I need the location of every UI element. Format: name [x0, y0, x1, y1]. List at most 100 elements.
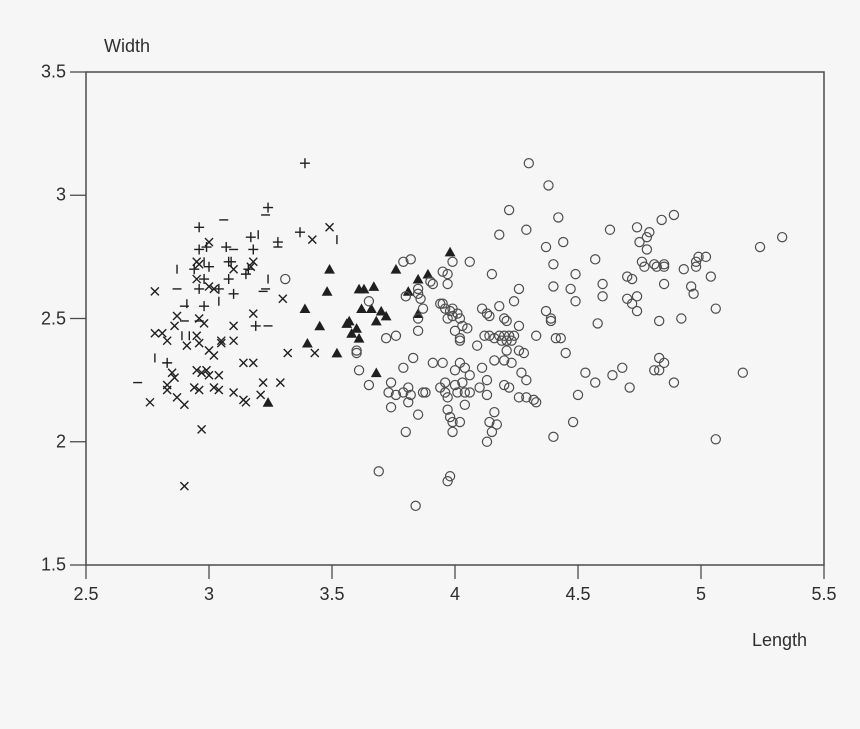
data-point-plus [272, 237, 283, 248]
data-point-circle-open [668, 209, 680, 221]
data-point-circle-open [452, 387, 463, 398]
data-point-circle-open [528, 394, 539, 406]
data-point-plus [189, 264, 200, 275]
data-point-circle-open [454, 416, 466, 428]
data-point-circle-open [459, 399, 471, 410]
data-point-circle-open [530, 330, 542, 341]
series-class-cross [145, 222, 335, 491]
data-point-cross [248, 257, 258, 267]
data-point-triangle-filled [380, 310, 392, 321]
x-axis-ticks [85, 565, 825, 579]
data-point-cross [170, 321, 180, 331]
data-point-cross [194, 338, 204, 348]
data-point-cross [150, 286, 160, 296]
data-point-circle-open [442, 278, 453, 290]
data-point-circle-open [479, 330, 490, 341]
data-point-circle-open [530, 397, 542, 408]
data-point-circle-open [499, 313, 510, 324]
data-point-circle-open [405, 389, 416, 401]
data-point-circle-open [685, 281, 697, 292]
data-point-triangle-filled [356, 303, 367, 314]
data-point-circle-open [506, 357, 517, 369]
data-point-circle-open [363, 379, 375, 391]
data-point-circle-open [705, 271, 717, 282]
data-point-cross [256, 390, 266, 400]
data-point-triangle-filled [444, 246, 456, 257]
data-point-circle-open [439, 387, 451, 398]
data-point-circle-open [548, 431, 559, 443]
data-point-cross [162, 336, 172, 346]
data-point-circle-open [439, 377, 451, 388]
data-point-circle-open [417, 387, 429, 398]
data-point-triangle-filled [351, 323, 362, 333]
data-point-circle-open [484, 310, 495, 322]
data-point-circle-open [501, 335, 512, 346]
data-point-triangle-filled [353, 333, 365, 343]
data-point-triangle-filled [422, 268, 434, 279]
data-point-cross [275, 378, 285, 388]
data-point-cross [229, 264, 239, 274]
data-point-circle-open [442, 268, 453, 280]
data-point-circle-open [444, 411, 456, 423]
data-point-circle-open [518, 347, 530, 359]
data-point-circle-open [572, 389, 584, 401]
data-point-circle-open [545, 315, 557, 327]
data-point-triangle-filled [365, 303, 377, 314]
data-point-cross [162, 385, 172, 395]
data-point-circle-open [622, 293, 633, 304]
y-tick-label: 2 [55, 431, 66, 452]
data-point-circle-open [656, 214, 667, 226]
data-point-circle-open [444, 471, 456, 482]
data-point-circle-open [604, 224, 616, 235]
data-point-triangle-filled [302, 337, 313, 348]
data-point-circle-open [513, 392, 525, 403]
data-point-triangle-filled [368, 281, 380, 291]
data-point-circle-open [688, 288, 699, 300]
data-point-circle-open [668, 377, 680, 388]
data-point-circle-open [280, 273, 291, 285]
data-point-plus [223, 274, 234, 285]
data-point-circle-open [513, 345, 525, 356]
data-point-circle-open [521, 392, 532, 403]
data-point-circle-open [481, 308, 493, 319]
data-point-circle-open [474, 382, 485, 393]
data-point-plus [221, 242, 232, 253]
x-tick-label: 5.5 [811, 584, 837, 604]
data-point-cross [325, 222, 335, 232]
data-point-triangle-filled [324, 264, 335, 274]
data-point-circle-open [481, 389, 493, 401]
data-point-circle-open [437, 357, 448, 369]
data-point-plus [194, 283, 205, 294]
data-point-cross [310, 348, 320, 358]
data-point-cross [179, 400, 189, 410]
data-point-plus [213, 283, 224, 294]
data-point-circle-open [437, 266, 448, 277]
data-point-circle-open [565, 283, 576, 295]
data-point-cross [238, 358, 248, 368]
data-point-circle-open [494, 330, 505, 341]
data-point-triangle-filled [331, 347, 343, 358]
data-point-circle-open [501, 315, 512, 327]
data-point-circle-open [499, 379, 510, 391]
data-point-cross [248, 358, 258, 368]
x-tick-label: 4.5 [565, 584, 591, 604]
data-point-circle-open [398, 256, 409, 268]
data-point-circle-open [653, 365, 665, 376]
data-point-circle-open [607, 369, 618, 381]
data-point-circle-open [385, 377, 397, 388]
data-point-circle-open [447, 310, 458, 322]
data-point-circle-open [373, 466, 384, 477]
data-point-circle-open [506, 335, 517, 346]
data-point-triangle-filled [412, 308, 424, 318]
data-point-triangle-filled [358, 283, 370, 294]
data-point-circle-open [417, 303, 429, 314]
data-point-circle-open [400, 426, 411, 438]
data-point-circle-open [626, 298, 638, 309]
data-point-cross [278, 294, 288, 304]
data-point-circle-open [442, 475, 453, 487]
data-point-cross [192, 331, 202, 341]
data-point-circle-open [499, 330, 510, 341]
data-point-circle-open [597, 291, 608, 302]
